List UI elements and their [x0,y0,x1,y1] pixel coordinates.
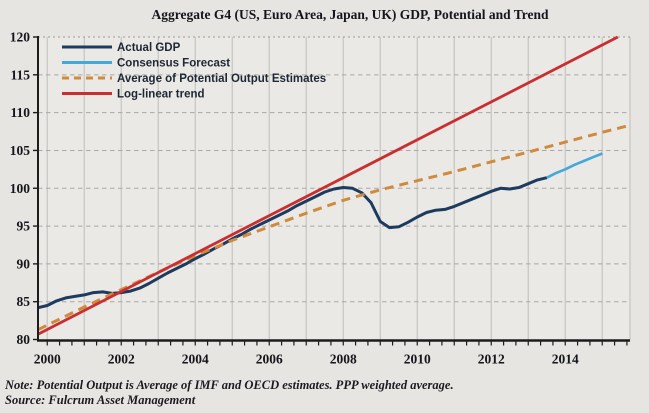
x-tick-label-2002: 2002 [108,352,135,367]
series-line-0 [37,176,548,310]
x-tick-label-2000: 2000 [34,352,61,367]
gridlines [38,36,631,340]
footnote-line: Note: Potential Output is Average of IMF… [4,378,454,392]
y-tick-label-120: 120 [10,30,31,45]
x-tick-label-2004: 2004 [182,352,209,367]
axes [33,36,630,346]
legend-item-actual-gdp: Actual GDP [62,42,181,54]
legend-label-log-linear-trend: Log-linear trend [117,89,205,101]
legend-item-log-linear-trend: Log-linear trend [62,89,205,101]
legend-label-potential-output: Average of Potential Output Estimates [117,73,326,85]
series-line-2 [37,124,627,332]
legend-label-consensus-forecast: Consensus Forecast [117,58,230,70]
data-series [37,35,627,336]
y-tick-label-85: 85 [17,294,31,309]
x-tick-label-2012: 2012 [478,352,505,367]
legend-item-potential-output: Average of Potential Output Estimates [62,73,326,85]
y-tick-label-100: 100 [10,181,31,196]
x-tick-label-2008: 2008 [330,352,357,367]
y-tick-label-80: 80 [17,332,31,347]
y-tick-label-90: 90 [17,256,31,271]
legend-label-actual-gdp: Actual GDP [117,42,181,54]
series-line-1 [546,152,603,179]
x-tick-label-2014: 2014 [552,352,579,367]
chart-title: Aggregate G4 (US, Euro Area, Japan, UK) … [151,7,549,22]
x-tick-label-2010: 2010 [404,352,431,367]
legend-item-consensus-forecast: Consensus Forecast [62,58,230,70]
y-tick-label-105: 105 [10,143,31,158]
axis-tick-labels: 2000 2002 2004 2006 2008 2010 2012 2014 80 85 90 95… [10,30,579,367]
legend: Actual GDP Consensus Forecast Average of… [62,42,326,101]
y-tick-label-110: 110 [10,105,30,120]
x-tick-label-2006: 2006 [256,352,283,367]
y-tick-label-115: 115 [10,67,30,82]
series-line-3 [37,35,619,336]
y-tick-label-95: 95 [17,219,31,234]
source-line: Source: Fulcrum Asset Management [5,393,196,407]
